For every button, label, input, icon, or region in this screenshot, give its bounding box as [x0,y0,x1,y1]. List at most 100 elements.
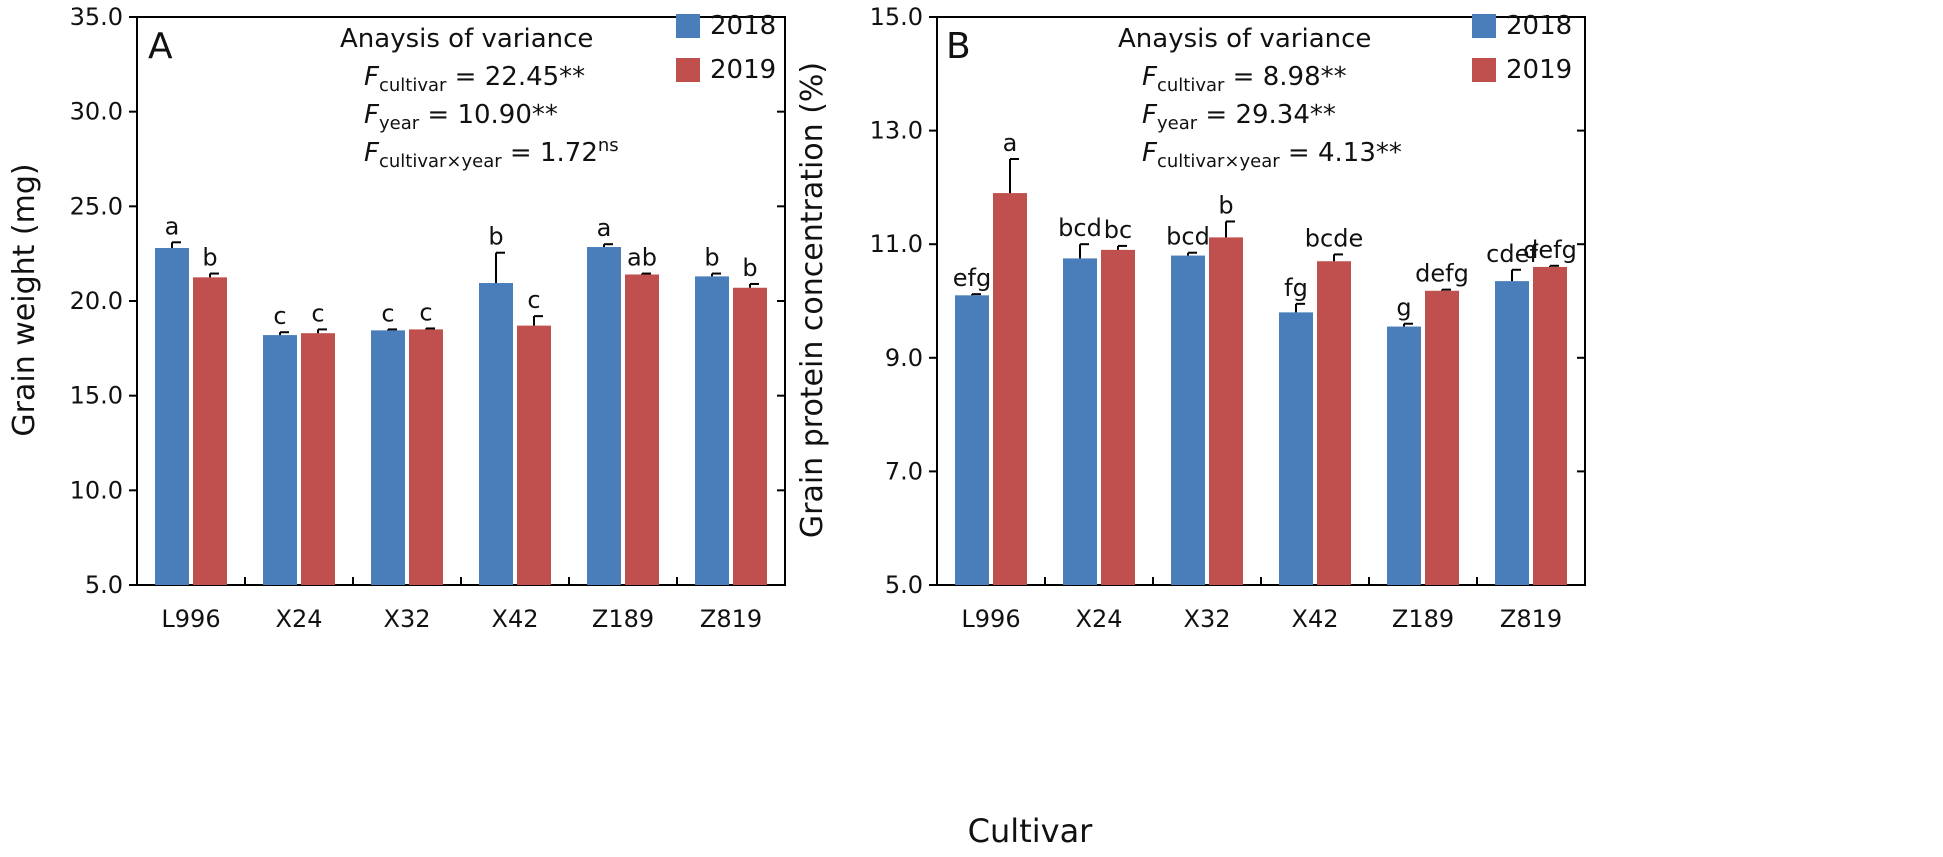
bar-2018-X24 [263,335,297,585]
significance-letter: efg [953,264,991,292]
bar-2018-L996 [155,247,189,585]
bar-2018-X32 [1171,255,1205,585]
significance-letter: defg [1523,236,1577,264]
bar-2019-Z189 [1425,290,1459,585]
y-tick-label: 35.0 [70,3,123,31]
x-tick-label: Z819 [700,605,762,633]
significance-letter: bc [1104,216,1132,244]
x-tick-label: Z189 [1392,605,1454,633]
anova-value: = 29.34 [1197,100,1310,130]
significance-letter: c [381,299,394,327]
anova-subscript: cultivar [379,75,447,96]
anova-row: Fyear = 10.90** [364,100,558,134]
anova-subscript: cultivar×year [1157,151,1280,172]
bar-2019-Z819 [1533,266,1567,585]
significance-letter: ab [627,244,657,272]
bar-2019-X42 [1317,261,1351,585]
x-tick-label: Z819 [1500,605,1562,633]
significance-letter: bcd [1166,223,1210,251]
anova-title: Anaysis of variance [1118,24,1371,54]
anova-significance: ** [559,62,585,92]
bar-2018-X24 [1063,258,1097,585]
bar-2019-L996 [993,193,1027,585]
significance-letter: b [202,244,217,272]
anova-significance: ** [1310,100,1336,130]
significance-letter: c [273,302,286,330]
bar-2018-Z189 [587,247,621,586]
significance-letter: a [165,212,180,240]
anova-value: = 10.90 [419,100,532,130]
y-tick-label: 25.0 [70,192,123,220]
significance-letter: fg [1284,274,1308,302]
common-x-axis-title: Cultivar [968,812,1094,850]
panel-letter: B [946,26,971,67]
anova-row: Fcultivar×year = 1.72ns [364,135,619,172]
y-tick-label: 5.0 [85,571,123,599]
anova-significance: ns [598,135,619,156]
bar-2018-X42 [479,283,513,585]
y-tick-label: 20.0 [70,287,123,315]
anova-row: Fyear = 29.34** [1142,100,1336,134]
y-tick-label: 9.0 [885,344,923,372]
x-tick-label: X42 [1292,605,1339,633]
bar-2019-Z189 [625,274,659,585]
panel-letter: A [148,26,173,67]
legend-swatch-2019 [676,58,700,82]
anova-significance: ** [1321,62,1347,92]
x-tick-label: L996 [961,605,1020,633]
bar-2018-Z189 [1387,326,1421,585]
significance-letter: cdef [1486,240,1538,268]
y-tick-label: 15.0 [870,3,923,31]
significance-letter: defg [1415,260,1469,288]
anova-f: F [1142,100,1158,130]
legend-label: 2018 [1506,11,1572,41]
bar-2019-X24 [301,333,335,585]
y-axis-title: Grain weight (mg) [7,163,42,436]
x-tick-label: X24 [276,605,323,633]
x-tick-label: L996 [161,605,220,633]
significance-letter: c [419,298,432,326]
legend-label: 2019 [710,55,776,85]
anova-subscript: cultivar [1157,75,1225,96]
significance-letter: b [488,223,503,251]
x-tick-label: Z189 [592,605,654,633]
significance-letter: g [1396,294,1411,322]
anova-value: = 22.45 [446,62,559,92]
bar-2019-X32 [409,329,443,585]
anova-subscript: cultivar×year [379,151,502,172]
y-axis-title: Grain protein concentration (%) [795,62,830,538]
anova-value: = 1.72 [502,138,598,168]
y-tick-label: 30.0 [70,98,123,126]
legend-swatch-2019 [1472,58,1496,82]
anova-subscript: year [379,113,420,134]
anova-f: F [1142,138,1158,168]
bar-2019-Z819 [733,287,767,585]
x-tick-label: X32 [384,605,431,633]
bar-2018-X32 [371,330,405,585]
y-tick-label: 15.0 [70,382,123,410]
significance-letter: b [1218,191,1233,219]
legend-swatch-2018 [1472,14,1496,38]
anova-f: F [364,138,380,168]
significance-letter: bcde [1305,224,1363,252]
y-tick-label: 5.0 [885,571,923,599]
legend-label: 2019 [1506,55,1572,85]
anova-significance: ** [532,100,558,130]
bar-2019-L996 [193,277,227,585]
anova-title: Anaysis of variance [340,24,593,54]
bar-2019-X32 [1209,237,1243,585]
anova-row: Fcultivar = 22.45** [364,62,585,96]
panel-a-grain-weight-chart: 5.0 10.0 15.0 20.0 25.0 30.0 35.0 Grain weight … [7,3,786,633]
bar-2018-Z819 [695,276,729,585]
bar-2018-X42 [1279,312,1313,585]
bar-2018-L996 [955,295,989,585]
anova-subscript: year [1157,113,1198,134]
anova-f: F [1142,62,1158,92]
bar-2018-Z819 [1495,281,1529,585]
y-tick-label: 11.0 [870,230,923,258]
x-tick-label: X42 [492,605,539,633]
anova-value: = 8.98 [1224,62,1320,92]
significance-letter: bcd [1058,214,1102,242]
panel-b-grain-protein-chart: 5.0 7.0 9.0 11.0 13.0 15.0 Grain protein conce… [795,3,1586,633]
